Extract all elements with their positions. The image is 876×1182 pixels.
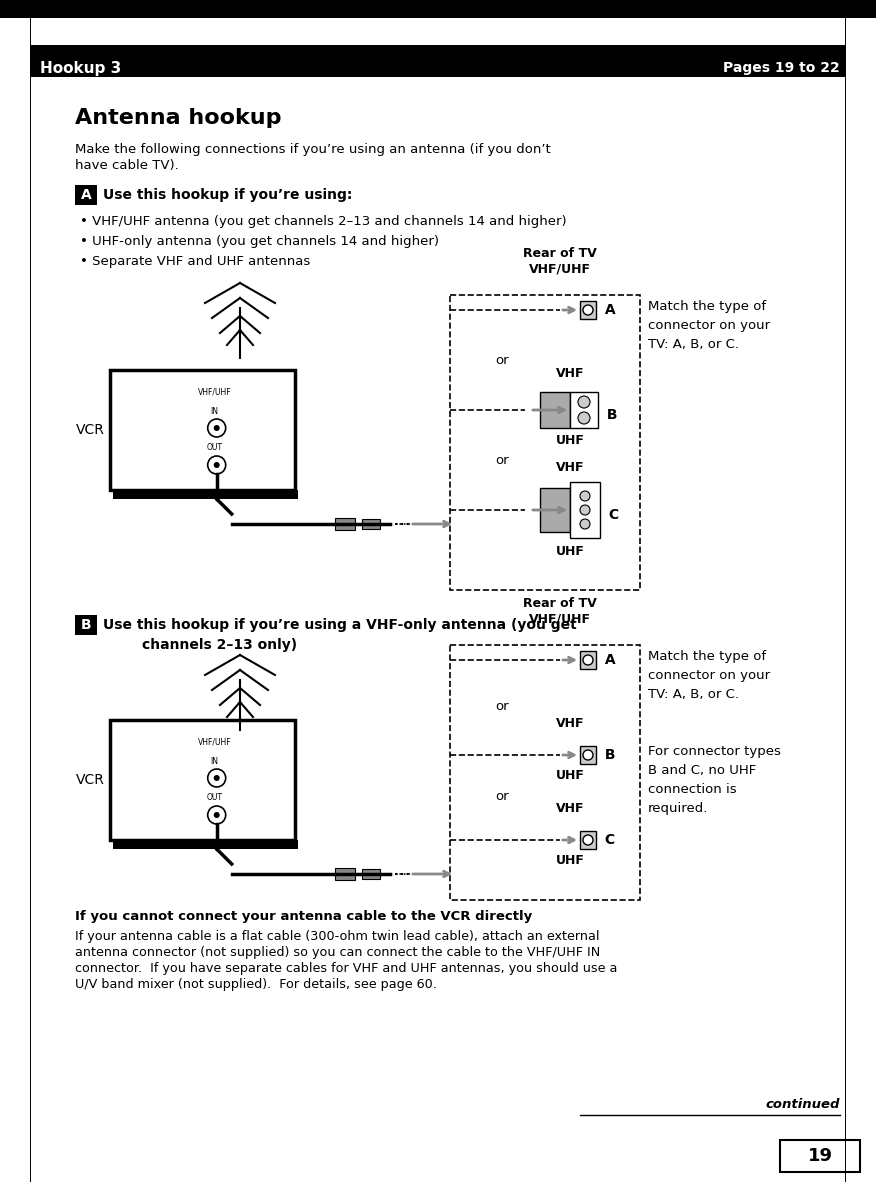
Text: UHF: UHF xyxy=(555,769,584,782)
Text: connector.  If you have separate cables for VHF and UHF antennas, you should use: connector. If you have separate cables f… xyxy=(75,962,618,975)
Bar xyxy=(110,720,295,840)
Bar xyxy=(570,482,600,538)
Text: Make the following connections if you’re using an antenna (if you don’t: Make the following connections if you’re… xyxy=(75,143,551,156)
Circle shape xyxy=(208,418,226,437)
Circle shape xyxy=(214,812,220,818)
Text: Antenna hookup: Antenna hookup xyxy=(75,108,281,128)
Bar xyxy=(580,746,596,764)
Text: Use this hookup if you’re using:: Use this hookup if you’re using: xyxy=(103,188,352,202)
Text: VHF/UHF: VHF/UHF xyxy=(529,264,591,277)
Bar xyxy=(110,370,295,491)
Text: VHF: VHF xyxy=(555,803,584,816)
Text: VCR: VCR xyxy=(76,773,105,787)
Bar xyxy=(580,651,596,669)
Bar xyxy=(540,392,570,428)
Text: channels 2–13 only): channels 2–13 only) xyxy=(103,638,297,652)
Text: UHF: UHF xyxy=(555,545,584,558)
Bar xyxy=(335,868,355,881)
Text: Rear of TV: Rear of TV xyxy=(523,597,597,610)
Circle shape xyxy=(214,426,220,431)
Text: C: C xyxy=(604,508,619,522)
Bar xyxy=(580,301,596,319)
Text: IN: IN xyxy=(211,758,219,766)
Bar xyxy=(540,488,570,532)
Text: antenna connector (not supplied) so you can connect the cable to the VHF/UHF IN: antenna connector (not supplied) so you … xyxy=(75,946,600,959)
Circle shape xyxy=(580,491,590,501)
Circle shape xyxy=(208,456,226,474)
Circle shape xyxy=(578,413,590,424)
Text: B: B xyxy=(602,408,618,422)
Text: Hookup 3: Hookup 3 xyxy=(40,60,121,76)
Text: VHF/UHF: VHF/UHF xyxy=(198,738,231,747)
Circle shape xyxy=(214,462,220,468)
Text: • UHF-only antenna (you get channels 14 and higher): • UHF-only antenna (you get channels 14 … xyxy=(80,235,439,248)
Text: • Separate VHF and UHF antennas: • Separate VHF and UHF antennas xyxy=(80,255,310,268)
Circle shape xyxy=(208,806,226,824)
Circle shape xyxy=(208,769,226,787)
Text: VHF: VHF xyxy=(555,717,584,730)
Text: VHF: VHF xyxy=(555,366,584,379)
Text: B: B xyxy=(81,618,91,632)
Text: If you cannot connect your antenna cable to the VCR directly: If you cannot connect your antenna cable… xyxy=(75,910,533,923)
Text: For connector types
B and C, no UHF
connection is
required.: For connector types B and C, no UHF conn… xyxy=(648,745,781,816)
Text: A: A xyxy=(81,188,91,202)
Text: or: or xyxy=(495,791,509,804)
Text: • VHF/UHF antenna (you get channels 2–13 and channels 14 and higher): • VHF/UHF antenna (you get channels 2–13… xyxy=(80,215,567,228)
Text: VHF/UHF: VHF/UHF xyxy=(529,613,591,626)
Text: A: A xyxy=(600,303,616,317)
Bar xyxy=(580,831,596,849)
Circle shape xyxy=(583,834,593,845)
Circle shape xyxy=(214,775,220,781)
Text: VHF: VHF xyxy=(555,461,584,474)
Bar xyxy=(113,491,298,499)
Bar xyxy=(113,840,298,849)
Text: UHF: UHF xyxy=(555,855,584,868)
Bar xyxy=(75,615,97,635)
Text: OUT: OUT xyxy=(207,793,223,803)
Text: A: A xyxy=(600,652,616,667)
Text: IN: IN xyxy=(211,408,219,416)
Text: VCR: VCR xyxy=(76,423,105,437)
Bar xyxy=(780,1139,860,1173)
Text: Match the type of
connector on your
TV: A, B, or C.: Match the type of connector on your TV: … xyxy=(648,300,770,351)
Text: Match the type of
connector on your
TV: A, B, or C.: Match the type of connector on your TV: … xyxy=(648,650,770,701)
Bar xyxy=(335,518,355,530)
Text: Pages 19 to 22: Pages 19 to 22 xyxy=(724,61,840,74)
Text: UHF: UHF xyxy=(555,434,584,447)
Bar xyxy=(362,869,380,879)
Text: B: B xyxy=(600,748,616,762)
Text: Rear of TV: Rear of TV xyxy=(523,247,597,260)
Text: or: or xyxy=(495,353,509,366)
Circle shape xyxy=(583,751,593,760)
Text: or: or xyxy=(495,701,509,714)
Bar xyxy=(75,186,97,204)
Circle shape xyxy=(578,396,590,408)
Circle shape xyxy=(583,655,593,665)
Text: C: C xyxy=(600,833,615,847)
Text: 19: 19 xyxy=(808,1147,832,1165)
Text: If your antenna cable is a flat cable (300-ohm twin lead cable), attach an exter: If your antenna cable is a flat cable (3… xyxy=(75,930,599,943)
Text: OUT: OUT xyxy=(207,443,223,453)
Circle shape xyxy=(583,305,593,314)
Circle shape xyxy=(580,505,590,515)
Bar xyxy=(362,519,380,530)
Text: VHF/UHF: VHF/UHF xyxy=(198,388,231,396)
Bar xyxy=(570,392,598,428)
Text: have cable TV).: have cable TV). xyxy=(75,160,179,173)
Text: U/V band mixer (not supplied).  For details, see page 60.: U/V band mixer (not supplied). For detai… xyxy=(75,978,437,991)
Bar xyxy=(30,45,846,77)
Circle shape xyxy=(580,519,590,530)
Text: Use this hookup if you’re using a VHF-only antenna (you get: Use this hookup if you’re using a VHF-on… xyxy=(103,618,576,632)
Text: or: or xyxy=(495,454,509,467)
Bar xyxy=(0,0,876,18)
Text: continued: continued xyxy=(766,1098,840,1111)
